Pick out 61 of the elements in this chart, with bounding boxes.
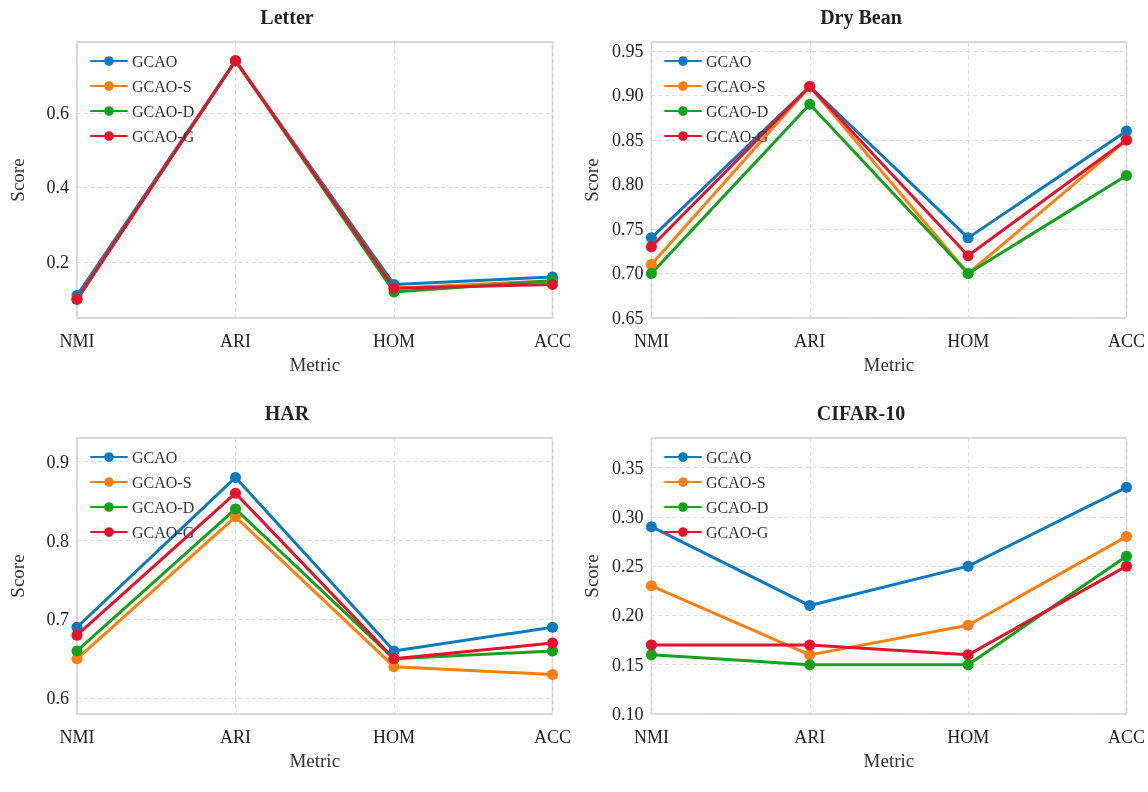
y-tick-label: 0.65 [611,308,644,328]
legend-label: GCAO-S [132,77,192,95]
y-tick-label: 0.30 [611,506,644,527]
x-axis-title: Metric [289,749,341,771]
y-axis-title: Score [7,554,28,598]
legend-label: GCAO [706,448,752,466]
chart-title: HAR [264,402,310,424]
legend-label: GCAO-D [706,102,769,120]
y-axis-title: Score [7,158,28,202]
y-tick-label: 0.10 [611,704,644,724]
x-tick-label: HOM [372,331,415,351]
legend-label: GCAO [706,52,752,70]
y-axis-title: Score [581,158,602,202]
legend-label: GCAO [132,52,178,70]
x-tick-label: ACC [533,331,571,351]
x-tick-label: ACC [1107,331,1145,351]
x-tick-label: NMI [633,727,669,747]
y-tick-label: 0.25 [611,556,644,577]
y-tick-label: 0.9 [46,451,69,472]
chart-title: Dry Bean [820,6,902,29]
x-tick-label: HOM [947,727,990,747]
y-tick-label: 0.6 [46,688,69,709]
legend-label: GCAO-D [132,102,195,120]
y-tick-label: 0.6 [46,102,69,123]
y-tick-label: 0.2 [46,252,69,273]
y-tick-label: 0.15 [611,654,644,675]
x-tick-label: HOM [372,727,415,747]
y-tick-label: 0.95 [611,40,644,61]
y-tick-label: 0.80 [611,174,644,195]
y-tick-label: 0.85 [611,129,644,150]
legend-label: GCAO [132,448,178,466]
x-tick-label: HOM [947,331,990,351]
y-tick-label: 0.7 [46,609,69,630]
x-tick-label: ARI [220,727,251,747]
y-tick-label: 0.35 [611,457,644,478]
x-tick-label: NMI [59,727,95,747]
legend-label: GCAO-D [706,498,769,516]
y-tick-label: 0.90 [611,85,644,106]
x-tick-label: ARI [220,331,251,351]
y-tick-label: 0.20 [611,605,644,626]
x-tick-label: ACC [1107,727,1145,747]
legend-label: GCAO-D [132,498,195,516]
chart-title: CIFAR-10 [816,402,906,424]
y-tick-label: 0.4 [46,177,69,198]
x-tick-label: NMI [59,331,95,351]
x-tick-label: ARI [794,727,826,747]
legend-label: GCAO-S [706,77,766,95]
chart-title: Letter [260,6,314,28]
y-axis-title: Score [581,554,602,598]
legend-label: GCAO-S [132,473,192,491]
y-tick-label: 0.8 [46,530,69,551]
x-tick-label: ACC [533,727,571,747]
x-axis-title: Metric [863,749,915,771]
x-tick-label: NMI [633,331,669,351]
x-axis-title: Metric [863,353,915,375]
y-tick-label: 0.70 [611,263,644,284]
legend-label: GCAO-S [706,473,766,491]
legend-label: GCAO-G [706,523,769,541]
x-tick-label: ARI [794,331,826,351]
y-tick-label: 0.75 [611,218,644,239]
x-axis-title: Metric [289,353,341,375]
